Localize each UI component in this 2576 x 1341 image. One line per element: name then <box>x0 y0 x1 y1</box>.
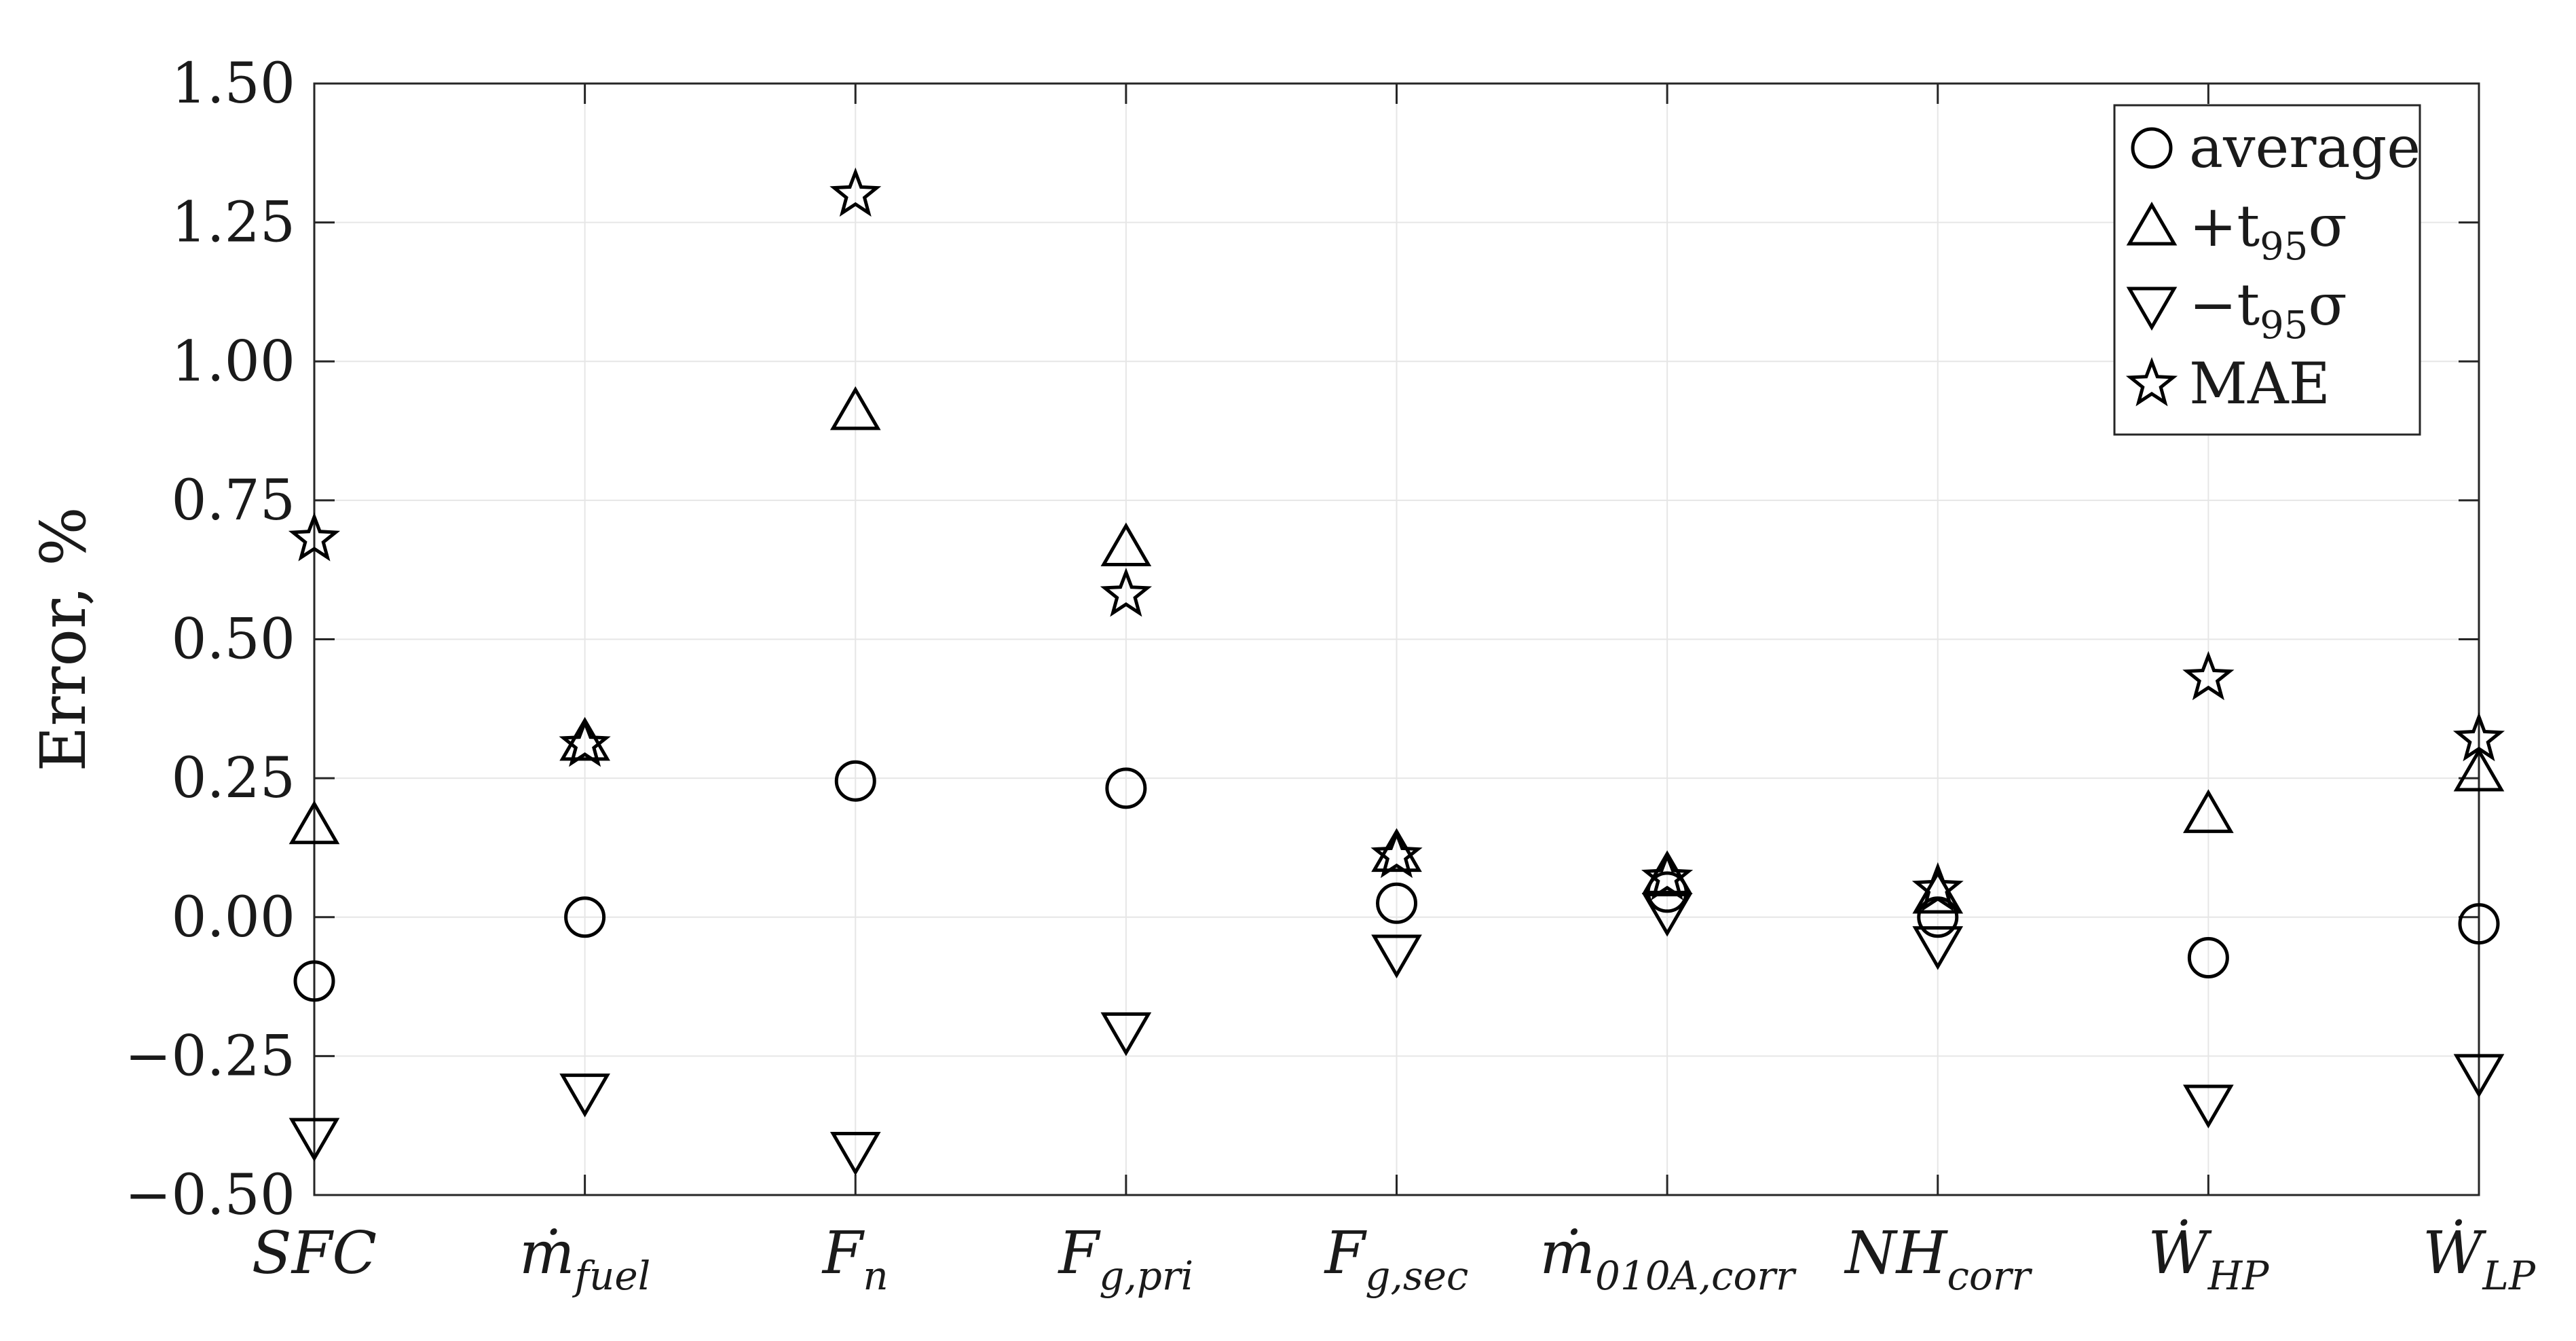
data-point-triangle-down <box>1641 893 1693 937</box>
x-tick-label: NHcorr <box>1844 1219 2032 1299</box>
data-point-circle <box>1376 882 1417 924</box>
data-point-triangle-down <box>829 1132 881 1176</box>
data-point-circle <box>834 760 876 802</box>
legend-marker-triangle-up <box>2126 202 2178 246</box>
x-tick-label: Fg,pri <box>1058 1219 1194 1299</box>
x-tick-label: ṁ010A,corr <box>1539 1219 1797 1299</box>
data-point-star <box>829 167 882 217</box>
data-point-triangle-up <box>559 716 610 761</box>
y-tick-label: 0.25 <box>171 746 295 811</box>
data-point-triangle-up <box>1641 850 1693 894</box>
legend-label: −t95σ <box>2189 272 2347 348</box>
data-point-star <box>1641 851 1694 900</box>
data-point-triangle-up <box>288 800 340 845</box>
y-axis-title: Error, % <box>27 507 100 771</box>
data-point-circle <box>293 960 335 1002</box>
data-point-star <box>288 512 341 562</box>
data-point-triangle-up <box>1371 828 1422 872</box>
x-tick-label: Fn <box>821 1219 889 1299</box>
legend-marker-circle <box>2131 127 2173 169</box>
data-markers <box>288 167 2505 1176</box>
data-point-triangle-down <box>1100 1012 1152 1057</box>
y-tick-label: 1.50 <box>171 52 295 116</box>
data-point-triangle-up <box>2453 747 2505 792</box>
data-point-triangle-down <box>2453 1054 2505 1098</box>
data-point-star <box>2182 650 2235 701</box>
data-point-star <box>1911 862 1964 912</box>
data-point-star <box>2452 712 2505 762</box>
data-point-triangle-down <box>559 1073 610 1118</box>
data-point-star <box>1100 567 1153 617</box>
legend-label: +t95σ <box>2189 193 2347 269</box>
data-point-triangle-up <box>2183 789 2234 833</box>
x-tick-label: Fg,sec <box>1324 1219 1469 1299</box>
data-point-circle <box>1105 767 1147 809</box>
data-point-circle <box>2458 903 2500 945</box>
y-tick-labels: −0.50 −0.25 0.00 0.25 0.50 0.75 1.00 1.25 1.50 <box>125 52 295 1228</box>
data-point-triangle-down <box>288 1118 340 1162</box>
data-point-triangle-down <box>1371 934 1422 978</box>
data-point-triangle-up <box>1100 522 1152 566</box>
y-tick-label: 1.25 <box>171 191 295 255</box>
legend-marker-star <box>2125 356 2178 407</box>
y-tick-label: 0.75 <box>171 469 295 533</box>
y-tick-label: 0.00 <box>171 885 295 950</box>
x-tick-label: ẆLP <box>2423 1219 2536 1299</box>
y-tick-label: 1.00 <box>171 329 295 394</box>
data-point-circle <box>2187 937 2229 979</box>
x-tick-label: SFC <box>252 1219 377 1287</box>
x-tick-label: ṁfuel <box>519 1219 650 1299</box>
legend-marker-triangle-down <box>2126 287 2178 331</box>
data-point-triangle-down <box>2183 1084 2234 1128</box>
data-point-star <box>559 717 611 767</box>
data-point-triangle-down <box>1912 926 1964 970</box>
y-tick-label: −0.25 <box>125 1024 295 1088</box>
x-tick-labels: SFC ṁfuel Fn Fg,pri Fg,sec ṁ010A,corr NHcorr ẆH… <box>252 1219 2536 1299</box>
data-point-star <box>1370 828 1423 879</box>
legend-label: average <box>2189 114 2421 181</box>
data-point-circle <box>564 896 606 938</box>
data-point-triangle-up <box>829 386 881 430</box>
x-tick-label: ẆHP <box>2148 1219 2269 1299</box>
y-tick-label: 0.50 <box>171 608 295 672</box>
legend-label: MAE <box>2189 350 2330 417</box>
y-tick-label: −0.50 <box>125 1163 295 1228</box>
